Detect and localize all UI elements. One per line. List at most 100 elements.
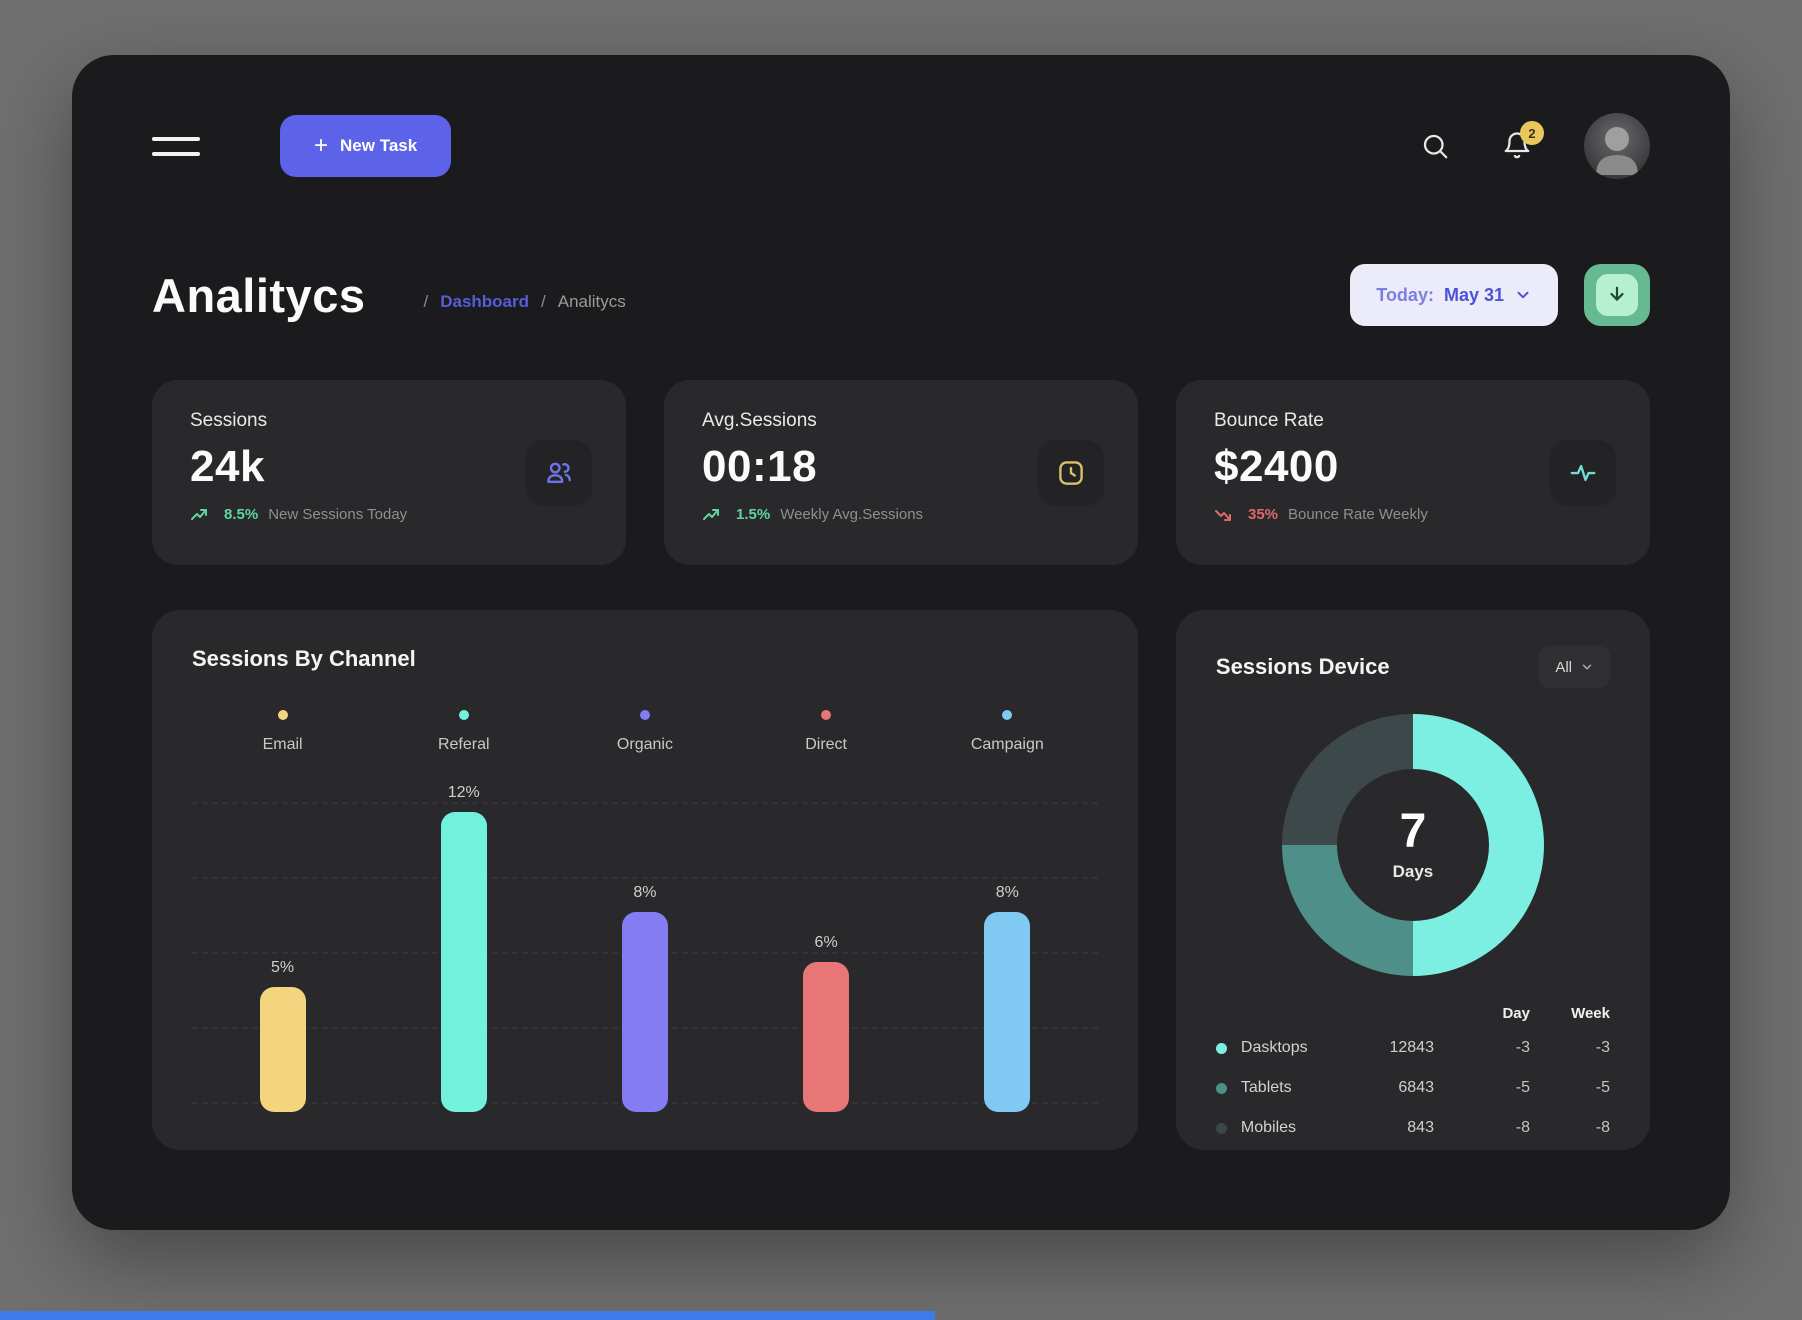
bar-value-label: 8% <box>995 884 1019 901</box>
legend-item-campaign[interactable]: Campaign <box>917 710 1098 754</box>
table-row-tablets[interactable]: Tablets 6843 -5 -5 <box>1215 1068 1610 1108</box>
stat-delta: 1.5% <box>736 506 771 523</box>
dashboard-frame: + New Task 2 <box>72 55 1730 1230</box>
device-dot-icon <box>1215 1042 1227 1054</box>
donut-chart: 7 Days <box>1281 714 1544 976</box>
legend-item-direct[interactable]: Direct <box>736 710 917 754</box>
bar-organic[interactable] <box>621 912 668 1112</box>
breadcrumb-separator: / <box>423 292 429 311</box>
stat-delta: 8.5% <box>224 506 259 523</box>
device-value: 12843 <box>1389 1039 1434 1056</box>
device-panel-title: Sessions Device <box>1215 654 1390 679</box>
breadcrumb: / Dashboard / Analitycs <box>423 292 625 312</box>
legend-item-referal[interactable]: Referal <box>373 710 554 754</box>
gridline <box>192 802 1098 804</box>
column-header-week: Week <box>1571 1004 1610 1022</box>
device-day-delta: -8 <box>1515 1119 1530 1136</box>
stat-label: Avg.Sessions <box>702 410 817 431</box>
bar-value-label: 12% <box>447 784 480 801</box>
column-header-day: Day <box>1502 1004 1530 1022</box>
table-row-dasktops[interactable]: Dasktops 12843 -3 -3 <box>1215 1028 1610 1068</box>
chart-legend: Email Referal Organic Direct Campaign <box>192 710 1098 754</box>
device-filter-label: All <box>1555 658 1572 676</box>
legend-dot-icon <box>1002 710 1013 720</box>
legend-label: Campaign <box>970 736 1044 753</box>
sessions-device-panel: Sessions Device All 7 Days <box>1175 610 1650 1150</box>
device-week-delta: -8 <box>1595 1119 1610 1136</box>
users-icon <box>526 440 592 506</box>
trend-down-icon <box>1214 507 1238 523</box>
stat-delta-text: Weekly Avg.Sessions <box>780 506 924 523</box>
device-value: 843 <box>1407 1119 1434 1136</box>
activity-icon <box>1550 440 1616 506</box>
bar-referal[interactable] <box>440 812 487 1112</box>
stat-delta-text: New Sessions Today <box>268 506 408 523</box>
menu-icon[interactable] <box>152 136 200 156</box>
legend-dot-icon <box>277 710 288 720</box>
device-dot-icon <box>1215 1122 1227 1134</box>
page-header: Analitycs / Dashboard / Analitycs Today:… <box>152 255 1650 335</box>
donut-center-value: 7 <box>1399 805 1427 858</box>
legend-dot-icon <box>639 710 650 720</box>
notifications-button[interactable]: 2 <box>1502 121 1544 161</box>
new-task-button[interactable]: + New Task <box>280 115 452 177</box>
device-value: 6843 <box>1398 1079 1434 1096</box>
topbar: + New Task 2 <box>152 113 1650 179</box>
plus-icon: + <box>314 132 329 159</box>
date-value: May 31 <box>1443 284 1504 305</box>
clock-icon <box>1038 440 1104 506</box>
chevron-down-icon <box>1580 660 1594 674</box>
legend-label: Email <box>262 736 303 753</box>
device-name: Dasktops <box>1240 1039 1308 1056</box>
device-name: Mobiles <box>1240 1119 1297 1136</box>
stat-card-bounce-rate: Bounce Rate $2400 35% Bounce Rate Weekly <box>1176 380 1650 565</box>
search-button[interactable] <box>1420 131 1450 161</box>
trend-up-icon <box>702 507 726 523</box>
bell-icon <box>1502 131 1532 161</box>
legend-label: Direct <box>805 736 847 753</box>
legend-item-email[interactable]: Email <box>192 710 373 754</box>
bar-value-label: 6% <box>814 934 838 951</box>
stat-value: 00:18 <box>702 442 818 491</box>
device-name: Tablets <box>1240 1079 1292 1096</box>
notification-badge: 2 <box>1520 121 1544 145</box>
bar-chart: 5% 12% 8% 6% <box>192 772 1098 1112</box>
gridline <box>192 877 1098 879</box>
legend-dot-icon <box>821 710 832 720</box>
legend-item-organic[interactable]: Organic <box>554 710 735 754</box>
sessions-by-channel-panel: Sessions By Channel Email Referal Organi… <box>152 610 1138 1150</box>
table-row-mobiles[interactable]: Mobiles 843 -8 -8 <box>1215 1108 1610 1148</box>
bar-value-label: 8% <box>633 884 657 901</box>
stat-card-avg-sessions: Avg.Sessions 00:18 1.5% Weekly Avg.Sessi… <box>664 380 1138 565</box>
breadcrumb-separator: / <box>541 292 546 311</box>
new-task-label: New Task <box>340 136 418 155</box>
stat-label: Bounce Rate <box>1214 410 1324 431</box>
breadcrumb-dashboard[interactable]: Dashboard <box>440 292 530 311</box>
taskbar-edge <box>0 1311 935 1320</box>
trend-up-icon <box>190 507 214 523</box>
stat-cards: Sessions 24k 8.5% New Sessions Today <box>152 380 1650 565</box>
stat-label: Sessions <box>190 410 268 431</box>
device-week-delta: -5 <box>1595 1079 1610 1096</box>
bar-direct[interactable] <box>803 962 850 1112</box>
legend-dot-icon <box>458 710 469 720</box>
breadcrumb-current: Analitycs <box>557 292 626 311</box>
bar-value-label: 5% <box>271 959 295 976</box>
chart-title: Sessions By Channel <box>192 646 416 671</box>
device-day-delta: -3 <box>1515 1039 1530 1056</box>
legend-label: Organic <box>616 736 673 753</box>
date-filter-dropdown[interactable]: Today: May 31 <box>1350 264 1558 326</box>
bar-email[interactable] <box>259 987 306 1112</box>
device-table: Day Week Dasktops 12843 -3 -3 Tablets <box>1215 998 1610 1148</box>
date-prefix: Today: <box>1376 284 1434 305</box>
bar-campaign[interactable] <box>984 912 1031 1112</box>
chevron-down-icon <box>1514 286 1532 304</box>
page-title: Analitycs <box>152 268 366 322</box>
avatar[interactable] <box>1584 113 1650 179</box>
stat-value: $2400 <box>1214 442 1339 491</box>
stat-delta-text: Bounce Rate Weekly <box>1288 506 1428 523</box>
search-icon <box>1420 131 1450 161</box>
device-filter-dropdown[interactable]: All <box>1539 646 1610 688</box>
stat-card-sessions: Sessions 24k 8.5% New Sessions Today <box>152 380 626 565</box>
download-button[interactable] <box>1584 264 1650 326</box>
